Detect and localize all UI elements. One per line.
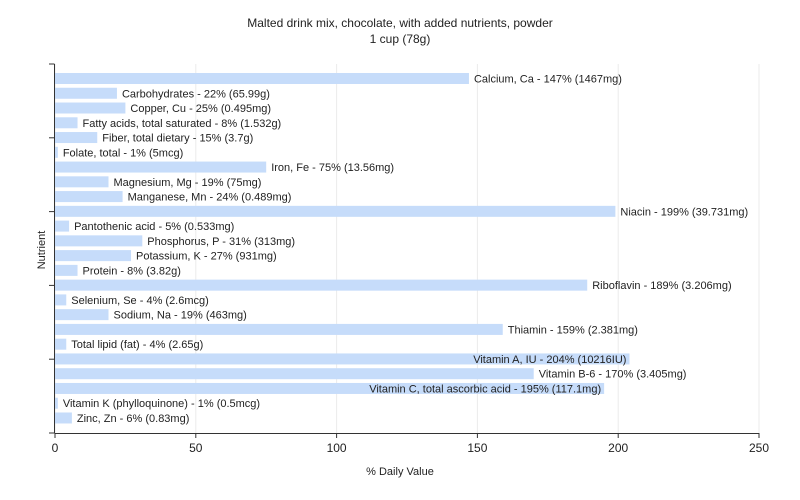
bar bbox=[55, 205, 616, 217]
x-tick-label: 50 bbox=[189, 441, 203, 455]
bar-label: Riboflavin - 189% (3.206mg) bbox=[592, 280, 731, 292]
bar-label: Protein - 8% (3.82g) bbox=[83, 265, 181, 277]
x-tick-label: 250 bbox=[749, 441, 769, 455]
bar-label: Sodium, Na - 19% (463mg) bbox=[114, 310, 247, 322]
bar bbox=[55, 235, 143, 247]
bar-label: Folate, total - 1% (5mcg) bbox=[63, 147, 183, 159]
bar bbox=[55, 161, 267, 173]
bar-label: Fatty acids, total saturated - 8% (1.532… bbox=[83, 118, 282, 130]
bar bbox=[55, 397, 58, 409]
bar bbox=[55, 191, 123, 203]
bar-label: Vitamin A, IU - 204% (10216IU) bbox=[473, 354, 626, 366]
bar bbox=[55, 73, 469, 84]
bar-label: Fiber, total dietary - 15% (3.7g) bbox=[102, 133, 253, 145]
bar bbox=[55, 412, 72, 424]
bar-label: Copper, Cu - 25% (0.495mg) bbox=[130, 103, 271, 115]
bar-label: Carbohydrates - 22% (65.99g) bbox=[122, 88, 270, 100]
x-tick-label: 0 bbox=[52, 441, 59, 455]
bar bbox=[55, 264, 78, 276]
x-tick-label: 150 bbox=[467, 441, 487, 455]
bar bbox=[55, 146, 58, 158]
x-axis-label: % Daily Value bbox=[366, 466, 434, 478]
bar-label: Vitamin K (phylloquinone) - 1% (0.5mcg) bbox=[63, 398, 260, 410]
bar-label: Vitamin B-6 - 170% (3.405mg) bbox=[539, 369, 687, 381]
bar-label: Potassium, K - 27% (931mg) bbox=[136, 251, 277, 263]
bar-label: Phosphorus, P - 31% (313mg) bbox=[147, 236, 295, 248]
bar bbox=[55, 294, 67, 306]
chart-title: Malted drink mix, chocolate, with added … bbox=[247, 16, 553, 30]
bar-label: Total lipid (fat) - 4% (2.65g) bbox=[71, 339, 203, 351]
bar-label: Zinc, Zn - 6% (0.83mg) bbox=[77, 413, 189, 425]
x-tick-label: 100 bbox=[327, 441, 347, 455]
bar-label: Niacin - 199% (39.731mg) bbox=[620, 206, 748, 218]
bar-label: Manganese, Mn - 24% (0.489mg) bbox=[128, 192, 292, 204]
bar bbox=[55, 117, 78, 129]
bar bbox=[55, 279, 588, 291]
bar bbox=[55, 338, 67, 350]
bar bbox=[55, 87, 117, 99]
bar bbox=[55, 132, 98, 144]
bar bbox=[55, 309, 109, 321]
bar-label: Pantothenic acid - 5% (0.533mg) bbox=[74, 221, 234, 233]
x-tick-label: 200 bbox=[608, 441, 628, 455]
bar bbox=[55, 220, 70, 232]
bar-label: Thiamin - 159% (2.381mg) bbox=[508, 324, 638, 336]
bar bbox=[55, 102, 126, 114]
bar-label: Vitamin C, total ascorbic acid - 195% (1… bbox=[369, 383, 601, 395]
bar-label: Magnesium, Mg - 19% (75mg) bbox=[114, 177, 262, 189]
chart-subtitle: 1 cup (78g) bbox=[369, 32, 431, 46]
bar bbox=[55, 323, 503, 335]
bar bbox=[55, 176, 109, 188]
bar-label: Iron, Fe - 75% (13.56mg) bbox=[271, 162, 394, 174]
bar bbox=[55, 353, 630, 365]
bar bbox=[55, 250, 132, 262]
bar-label: Calcium, Ca - 147% (1467mg) bbox=[474, 74, 622, 86]
y-axis-label: Nutrient bbox=[36, 230, 48, 270]
bar-label: Selenium, Se - 4% (2.6mcg) bbox=[71, 295, 209, 307]
bar bbox=[55, 368, 534, 380]
bar bbox=[55, 382, 605, 394]
